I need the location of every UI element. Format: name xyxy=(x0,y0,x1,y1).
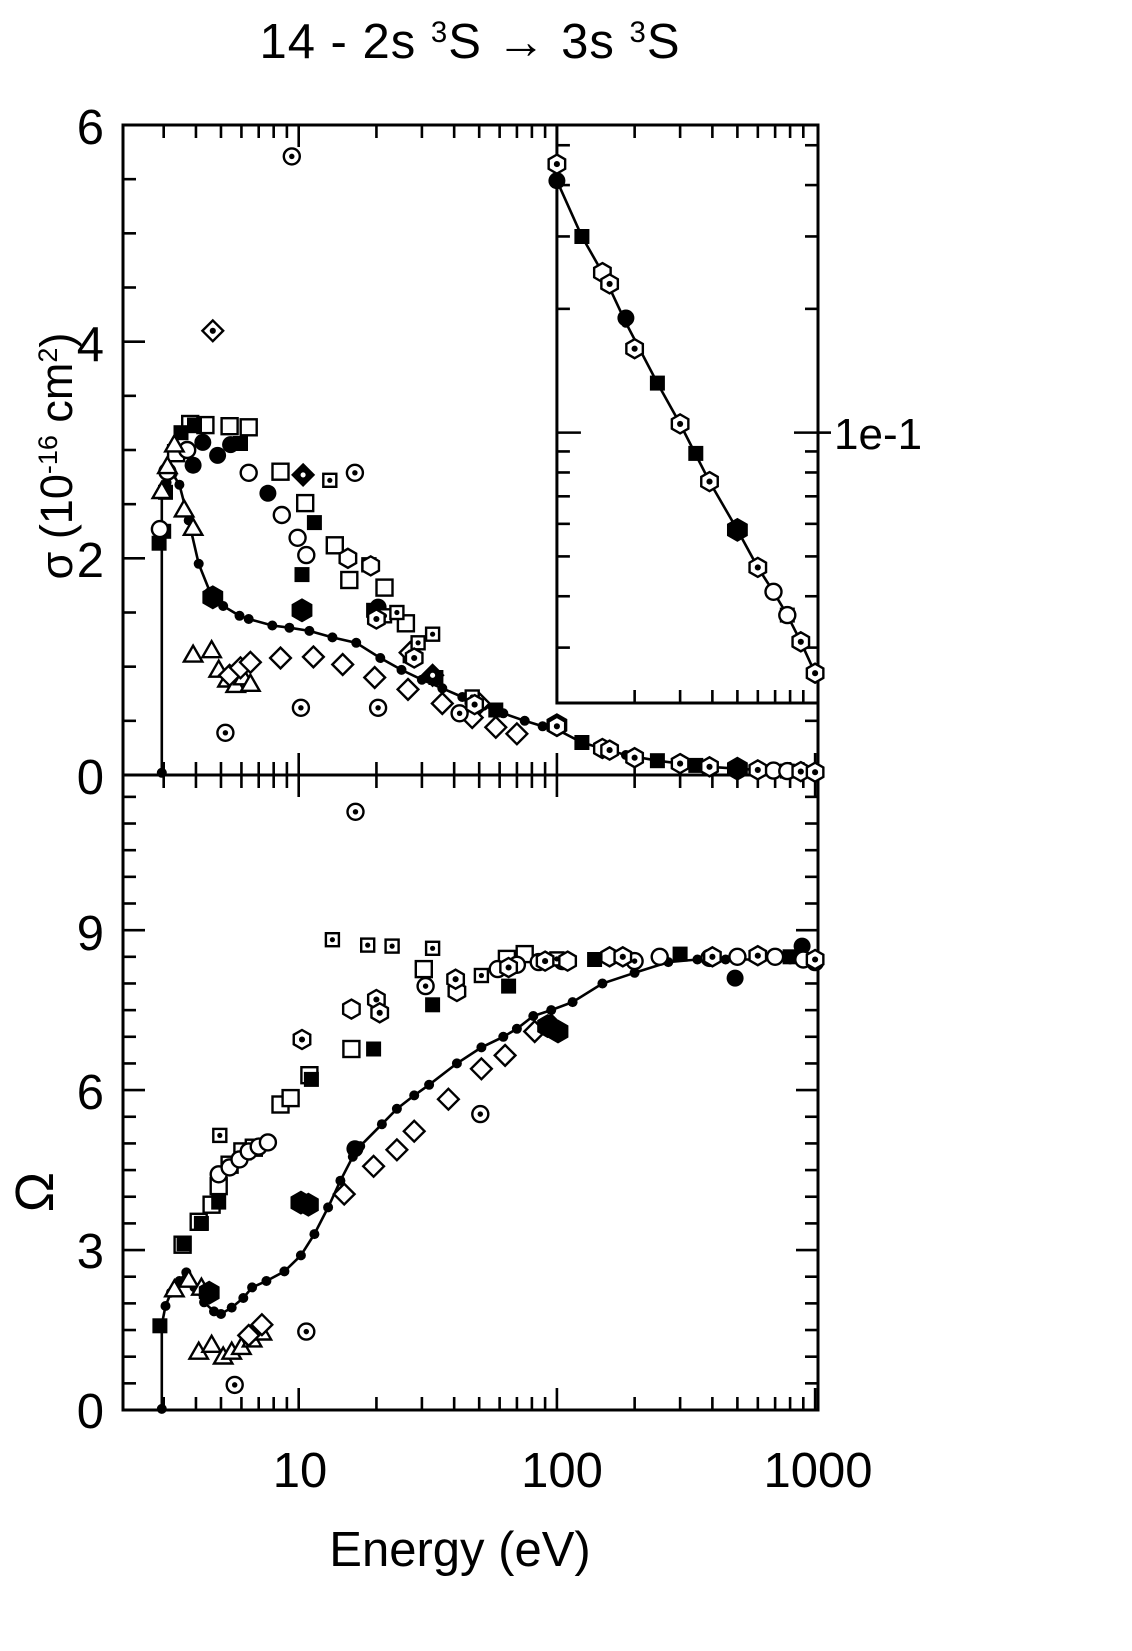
energy-axis-label: Energy (eV) xyxy=(329,1523,591,1577)
sigma-ytick-6: 6 xyxy=(76,101,104,155)
inset-scale-label: 1e-1 xyxy=(834,410,923,459)
superscript-text: 3 xyxy=(629,15,647,49)
label-text: 14 - 2s xyxy=(259,15,431,69)
label-text: S xyxy=(448,15,497,69)
sigma-panel-series xyxy=(150,147,825,784)
omega-ytick-6: 6 xyxy=(76,1066,104,1120)
omega-ytick-9: 9 xyxy=(76,907,104,961)
xtick-1000: 1000 xyxy=(763,1444,873,1498)
label-text: → xyxy=(496,15,547,69)
xtick-100: 100 xyxy=(521,1444,603,1498)
superscript-text: 3 xyxy=(430,15,449,49)
label-text: 3s xyxy=(546,15,630,69)
omega-panel-series xyxy=(152,802,825,1414)
sigma-ytick-4: 4 xyxy=(76,318,104,372)
label-text: cm xyxy=(31,362,82,436)
sigma-ytick-2: 2 xyxy=(76,534,104,588)
inset-series xyxy=(547,153,825,685)
omega-ytick-0: 0 xyxy=(76,1385,104,1439)
omega-ytick-3: 3 xyxy=(76,1225,104,1279)
label-text: S xyxy=(646,15,681,69)
sigma-ytick-0: 0 xyxy=(76,751,104,805)
superscript-text: -16 xyxy=(33,435,64,475)
figure-title: 14 - 2s 3S → 3s 3S xyxy=(140,14,800,70)
xtick-10: 10 xyxy=(272,1444,328,1498)
inset-panel xyxy=(555,123,831,705)
